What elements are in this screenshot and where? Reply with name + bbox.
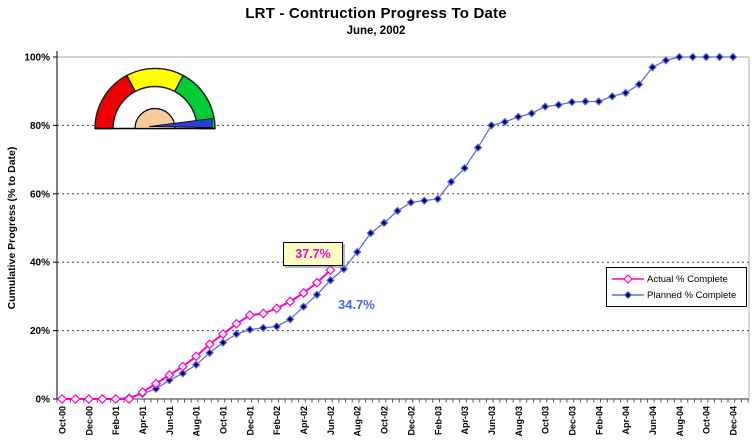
plot-border xyxy=(57,56,750,399)
svg-text:20%: 20% xyxy=(30,326,50,337)
svg-text:Aug-04: Aug-04 xyxy=(675,406,685,437)
actual-series xyxy=(56,265,336,405)
svg-text:Dec-02: Dec-02 xyxy=(406,406,416,436)
svg-text:Feb-03: Feb-03 xyxy=(433,406,443,435)
svg-text:80%: 80% xyxy=(30,121,50,132)
svg-text:Oct-03: Oct-03 xyxy=(541,406,551,434)
svg-text:Jun-04: Jun-04 xyxy=(648,406,658,435)
actual-value-callout: 37.7% xyxy=(283,242,343,266)
svg-text:Jun-02: Jun-02 xyxy=(326,406,336,435)
svg-text:Dec-00: Dec-00 xyxy=(84,406,94,436)
svg-text:Aug-01: Aug-01 xyxy=(192,406,202,437)
legend-label-planned: Planned % Complete xyxy=(647,289,737,301)
svg-text:Jun-01: Jun-01 xyxy=(165,406,175,435)
svg-text:100%: 100% xyxy=(24,53,50,64)
planned-value-label: 34.7% xyxy=(338,297,375,312)
svg-text:Apr-04: Apr-04 xyxy=(621,406,631,435)
legend: Actual % Complete Planned % Complete xyxy=(606,267,747,307)
svg-text:0%: 0% xyxy=(36,395,51,406)
svg-text:Apr-01: Apr-01 xyxy=(138,406,148,435)
y-tick-labels: 0% 20% 40% 60% 80% 100% xyxy=(24,53,50,406)
svg-text:Feb-01: Feb-01 xyxy=(111,406,121,435)
svg-text:40%: 40% xyxy=(30,258,50,269)
svg-text:Oct-00: Oct-00 xyxy=(58,406,68,434)
legend-item-actual: Actual % Complete xyxy=(611,271,744,287)
svg-text:Feb-02: Feb-02 xyxy=(272,406,282,435)
svg-text:Oct-04: Oct-04 xyxy=(702,406,712,434)
svg-text:Oct-02: Oct-02 xyxy=(380,406,390,434)
gauge-needle xyxy=(148,118,213,128)
planned-series-swatch-icon xyxy=(612,290,644,300)
svg-text:Apr-02: Apr-02 xyxy=(299,406,309,435)
svg-text:Aug-03: Aug-03 xyxy=(514,406,524,437)
svg-text:Dec-04: Dec-04 xyxy=(729,406,739,436)
x-tick-labels: Oct-00 Dec-00 Feb-01 Apr-01 Jun-01 Aug-01 Oct-… xyxy=(58,406,739,437)
svg-text:Oct-01: Oct-01 xyxy=(219,406,229,434)
chart-subtitle: June, 2002 xyxy=(346,25,406,37)
svg-text:Apr-03: Apr-03 xyxy=(460,406,470,435)
svg-text:60%: 60% xyxy=(30,189,50,200)
legend-label-actual: Actual % Complete xyxy=(647,273,728,285)
speedometer-gauge-icon xyxy=(94,67,216,130)
chart-title: LRT - Contruction Progress To Date xyxy=(245,5,507,22)
svg-text:Aug-02: Aug-02 xyxy=(353,406,363,437)
svg-text:Jun-03: Jun-03 xyxy=(487,406,497,435)
svg-text:Dec-03: Dec-03 xyxy=(567,406,577,436)
legend-item-planned: Planned % Complete xyxy=(611,287,744,303)
svg-text:Feb-04: Feb-04 xyxy=(594,406,604,435)
svg-text:Dec-01: Dec-01 xyxy=(245,406,255,436)
actual-series-swatch-icon xyxy=(612,274,644,284)
